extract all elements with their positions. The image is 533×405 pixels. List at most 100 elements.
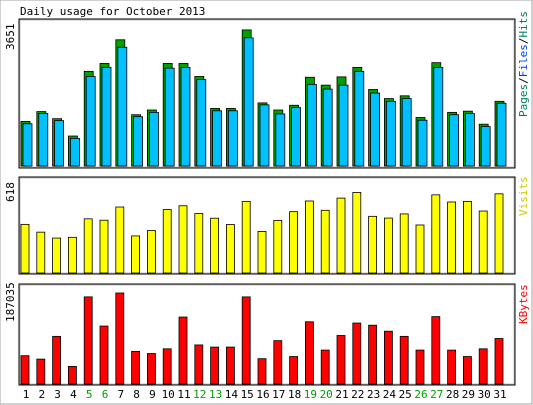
files-bar <box>464 113 475 167</box>
files-bar <box>449 114 460 167</box>
x-tick-label: 27 <box>430 388 443 401</box>
files-bar <box>306 83 317 167</box>
visits-bar <box>447 201 457 274</box>
kbytes-bar <box>68 366 77 385</box>
visits-bar <box>36 231 46 274</box>
files-bar <box>480 126 491 167</box>
visits-bar <box>494 193 504 274</box>
kbytes-bar <box>210 346 220 385</box>
x-axis-labels: 1 2 3 4 5 6 7 8 9 10 11 12 13 14 15 16 17 18 19 20 21 22 23 24 2… <box>23 388 507 401</box>
x-tick-label: 30 <box>478 388 491 401</box>
kbytes-bar <box>146 353 156 385</box>
x-tick-label: 21 <box>335 388 348 401</box>
kbytes-bar <box>194 344 204 385</box>
files-bar <box>164 67 175 167</box>
kbytes-bar <box>257 358 267 385</box>
legend-visits: Visits <box>517 176 530 216</box>
x-tick-label: 22 <box>351 388 364 401</box>
visits-bar <box>99 219 109 274</box>
files-bar <box>38 113 49 167</box>
x-tick-label: 23 <box>367 388 380 401</box>
x-tick-label: 10 <box>162 388 175 401</box>
kbytes-bar <box>368 324 378 385</box>
kbytes-bar <box>352 322 362 385</box>
files-bar <box>401 98 412 167</box>
kbytes-bar <box>99 325 109 385</box>
files-bar <box>85 76 96 167</box>
x-tick-label: 13 <box>209 388 222 401</box>
files-bar <box>322 88 333 167</box>
files-bar <box>433 66 444 167</box>
visits-bar <box>178 205 188 274</box>
kbytes-bar <box>447 349 457 385</box>
visits-bar <box>289 211 299 274</box>
files-bar <box>54 120 64 167</box>
visits-bar <box>131 235 141 274</box>
kbytes-bar <box>162 348 172 385</box>
visits-bar <box>431 194 441 274</box>
x-tick-label: 19 <box>304 388 317 401</box>
files-bar <box>243 37 254 167</box>
x-tick-label: 8 <box>133 388 140 401</box>
x-tick-label: 5 <box>86 388 93 401</box>
x-tick-label: 2 <box>38 388 45 401</box>
visits-bar <box>257 231 267 274</box>
hits-max-label: 3651 <box>4 24 17 51</box>
visits-bar <box>146 230 156 274</box>
visits-bar <box>225 224 235 274</box>
kbytes-bar <box>20 355 30 385</box>
x-tick-label: 26 <box>414 388 427 401</box>
x-tick-label: 25 <box>399 388 412 401</box>
files-bar <box>212 110 223 167</box>
files-bar <box>338 84 349 167</box>
visits-bar <box>478 210 488 274</box>
kbytes-bar <box>478 348 488 385</box>
kbytes-bar <box>431 316 441 385</box>
x-tick-label: 28 <box>446 388 459 401</box>
x-tick-label: 31 <box>493 388 506 401</box>
pages-files-hits-legend: Pages/Files/Hits <box>517 11 530 117</box>
visits-bar <box>83 218 93 274</box>
visits-bar <box>352 192 362 274</box>
kbytes-bar <box>52 335 61 385</box>
kbytes-bar <box>83 296 93 385</box>
files-bar <box>148 111 159 167</box>
files-bar <box>259 104 270 167</box>
x-tick-label: 18 <box>288 388 301 401</box>
visits-bar <box>462 200 472 274</box>
visits-bar <box>210 217 220 274</box>
visits-bar <box>115 206 125 274</box>
legend-pages: Pages <box>517 84 530 117</box>
files-bar <box>291 107 302 167</box>
chart-title: Daily usage for October 2013 <box>20 5 205 18</box>
kbytes-bar <box>462 356 472 385</box>
x-tick-label: 17 <box>272 388 285 401</box>
kbytes-bar <box>336 335 346 385</box>
kbytes-bar <box>131 350 141 385</box>
x-tick-label: 9 <box>149 388 156 401</box>
kbytes-bar <box>399 335 409 385</box>
files-bar <box>275 113 286 167</box>
visits-bar <box>162 209 172 274</box>
x-tick-label: 16 <box>256 388 269 401</box>
kbytes-bar <box>178 316 188 385</box>
visits-bar <box>241 200 251 274</box>
files-bar <box>370 92 381 167</box>
x-tick-label: 6 <box>102 388 109 401</box>
kbytes-bar <box>36 358 46 385</box>
x-tick-label: 29 <box>462 388 475 401</box>
visits-bar <box>368 215 378 274</box>
hits-panel <box>18 18 516 169</box>
visits-bar <box>68 236 77 274</box>
kbytes-bar <box>225 346 235 385</box>
files-bar <box>101 66 112 167</box>
legend-kbytes: KBytes <box>517 284 530 324</box>
files-bar <box>133 116 144 167</box>
x-tick-label: 12 <box>193 388 206 401</box>
files-bar <box>385 100 396 167</box>
files-bar <box>117 46 128 167</box>
kbytes-bar <box>304 321 314 385</box>
x-tick-label: 20 <box>320 388 333 401</box>
kbytes-bar <box>494 338 504 385</box>
files-bar <box>180 66 191 167</box>
